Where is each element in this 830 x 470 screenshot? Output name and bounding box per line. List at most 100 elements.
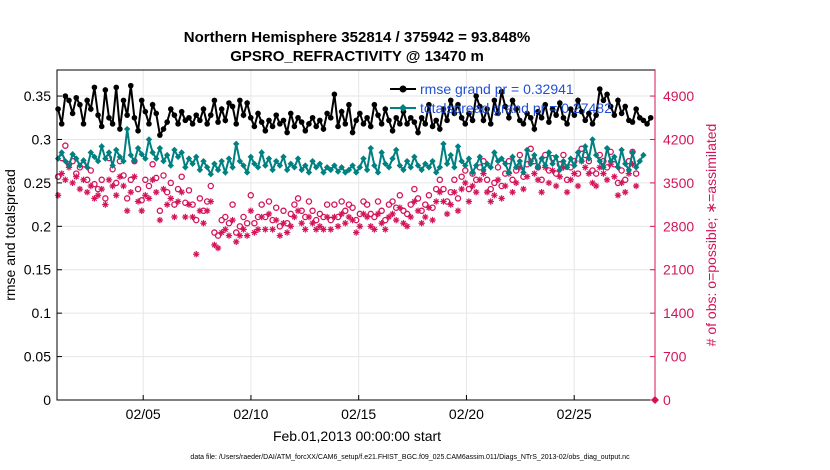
rmse-point: [273, 112, 280, 118]
obs-assimilated-marker: [240, 226, 247, 233]
spread-point: [254, 164, 262, 171]
x-tick-label: 02/05: [126, 406, 161, 422]
rmse-point: [266, 117, 272, 124]
spread-point: [382, 160, 389, 167]
spread-point: [160, 157, 167, 165]
obs-possible-marker: [592, 170, 600, 177]
obs-possible-marker: [552, 170, 560, 177]
obs-assimilated-marker: [582, 164, 589, 171]
spread-point: [629, 149, 636, 156]
left-tick-label: 0: [43, 392, 51, 408]
spread-point: [65, 162, 73, 169]
spread-point: [436, 164, 444, 171]
obs-assimilated-marker: [556, 173, 563, 180]
spread-point: [582, 143, 589, 150]
x-tick-label: 02/25: [557, 406, 592, 422]
rmse-point: [313, 123, 320, 130]
rmse-point: [582, 117, 589, 124]
rmse-point: [211, 97, 218, 104]
obs-assimilated-marker: [432, 198, 440, 205]
obs-assimilated-marker: [163, 201, 171, 208]
spread-point: [356, 164, 364, 171]
rmse-point: [513, 106, 519, 112]
rmse-point: [258, 119, 265, 125]
rmse-point: [58, 121, 65, 127]
obs-assimilated-marker: [87, 182, 94, 190]
obs-assimilated-marker: [603, 176, 611, 183]
rmse-point: [240, 112, 247, 118]
rmse-point: [193, 112, 200, 118]
obs-assimilated-marker: [411, 198, 418, 205]
rmse-point: [535, 108, 541, 115]
rmse-point: [280, 117, 287, 124]
obs-assimilated-marker: [585, 170, 593, 177]
obs-assimilated-marker: [349, 216, 356, 224]
spread-point: [425, 164, 433, 171]
spread-point: [116, 153, 124, 161]
rmse-point: [429, 123, 436, 130]
obs-possible-marker: [487, 185, 494, 193]
rmse-point: [204, 121, 210, 127]
obs-possible-marker: [214, 232, 222, 239]
spread-point: [156, 144, 164, 152]
obs-possible-marker: [171, 201, 178, 208]
obs-assimilated-marker: [389, 210, 396, 218]
spread-point: [349, 162, 356, 169]
spread-point: [305, 169, 313, 176]
obs-assimilated-marker: [502, 182, 509, 190]
rmse-point: [357, 110, 363, 117]
obs-assimilated-marker: [160, 185, 167, 193]
obs-possible-marker: [396, 192, 404, 199]
spread-point: [614, 164, 622, 171]
obs-assimilated-marker: [153, 188, 160, 196]
obs-assimilated-marker: [458, 185, 465, 193]
obs-assimilated-marker: [338, 210, 345, 218]
rmse-point: [607, 103, 614, 110]
obs-possible-marker: [382, 216, 389, 224]
rmse-point: [302, 127, 309, 134]
rmse-point: [171, 112, 178, 118]
rmse-point: [553, 112, 559, 118]
spread-point: [291, 164, 298, 171]
obs-possible-marker: [167, 179, 175, 187]
obs-assimilated-marker: [592, 182, 600, 190]
rmse-point: [153, 110, 160, 117]
spread-point: [338, 164, 345, 171]
obs-assimilated-marker: [422, 213, 429, 221]
rmse-point: [353, 117, 360, 124]
x-tick-label: 02/15: [341, 406, 376, 422]
obs-possible-marker: [251, 219, 258, 227]
obs-assimilated-marker: [207, 198, 214, 205]
rmse-point: [426, 101, 432, 108]
spread-point: [211, 160, 218, 167]
spread-point: [200, 157, 207, 165]
right-tick-label: 4200: [663, 131, 694, 147]
obs-possible-marker: [258, 201, 265, 208]
spread-point: [516, 157, 524, 165]
obs-possible-marker: [385, 201, 393, 208]
obs-possible-marker: [389, 198, 396, 205]
rmse-point: [615, 97, 621, 104]
obs-assimilated-marker: [287, 223, 294, 230]
x-tick-label: 02/20: [449, 406, 484, 422]
series-line-1: [57, 128, 645, 177]
rmse-point: [404, 121, 410, 127]
spread-point: [294, 155, 302, 162]
rmse-point: [556, 100, 563, 106]
obs-assimilated-marker: [476, 176, 484, 183]
rmse-point: [207, 112, 214, 118]
obs-assimilated-marker: [302, 226, 309, 233]
rmse-point: [527, 114, 534, 121]
spread-point: [396, 162, 404, 169]
obs-possible-marker: [436, 176, 444, 184]
obs-possible-marker: [174, 185, 182, 193]
obs-assimilated-marker: [171, 213, 178, 221]
spread-point: [458, 157, 465, 165]
obs-assimilated-marker: [185, 201, 193, 208]
obs-assimilated-marker: [105, 176, 113, 183]
spread-point: [76, 162, 84, 169]
x-axis: 02/05 02/10 02/15 02/20 02/25: [126, 395, 592, 422]
obs-possible-marker: [494, 164, 502, 171]
footer-data-file: data file: /Users/raeder/DAI/ATM_forcXX/…: [190, 454, 630, 461]
spread-point: [313, 164, 320, 171]
